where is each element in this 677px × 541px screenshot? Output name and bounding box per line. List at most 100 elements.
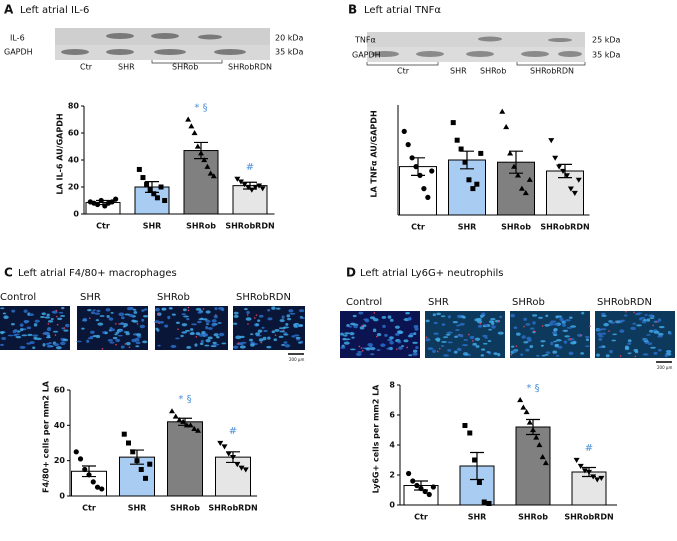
nucleus xyxy=(603,322,609,327)
nucleus xyxy=(262,336,267,341)
nucleus xyxy=(387,315,392,319)
micrograph xyxy=(510,311,590,358)
data-point xyxy=(462,423,468,428)
nucleus xyxy=(26,326,32,330)
nucleus xyxy=(425,338,431,342)
image-label: Control xyxy=(0,292,36,303)
nucleus xyxy=(205,310,211,314)
y-tick-label: 60 xyxy=(68,129,80,138)
data-point xyxy=(238,465,245,471)
nucleus xyxy=(175,337,180,340)
nucleus xyxy=(104,332,108,335)
nucleus xyxy=(499,315,503,319)
data-point xyxy=(575,177,582,183)
nucleus xyxy=(384,333,388,337)
nucleus xyxy=(159,321,164,324)
nucleus xyxy=(413,332,417,336)
nucleus xyxy=(283,341,288,344)
lane-label: SHR xyxy=(450,67,467,76)
nucleus xyxy=(124,313,131,316)
panel-title: Left atrial TNFα xyxy=(364,5,441,16)
bar xyxy=(497,161,535,216)
data-point xyxy=(234,176,241,182)
data-point xyxy=(126,440,131,446)
data-point xyxy=(109,199,115,205)
stain xyxy=(55,309,58,312)
nucleus xyxy=(45,336,51,339)
stain xyxy=(479,322,482,325)
data-point xyxy=(503,124,510,130)
annotation: * § xyxy=(178,394,191,405)
nucleus xyxy=(92,309,96,312)
nucleus xyxy=(364,318,370,323)
nucleus xyxy=(258,338,264,342)
nucleus xyxy=(205,319,211,323)
nucleus xyxy=(415,346,419,350)
nucleus xyxy=(598,337,603,341)
nucleus xyxy=(397,330,403,334)
data-point xyxy=(195,427,202,433)
nucleus xyxy=(114,333,118,336)
nucleus xyxy=(388,336,394,340)
nucleus xyxy=(273,338,278,342)
image-label: SHRob xyxy=(157,292,190,303)
nucleus xyxy=(92,335,99,338)
x-tick-label: SHR xyxy=(458,223,477,232)
nucleus xyxy=(244,308,248,311)
nucleus xyxy=(155,327,159,331)
data-point xyxy=(210,173,217,179)
nucleus xyxy=(493,352,498,356)
nucleus xyxy=(664,354,668,358)
data-point xyxy=(185,116,192,122)
nucleus xyxy=(544,353,549,356)
data-point xyxy=(90,479,96,485)
nucleus xyxy=(456,324,461,327)
data-point xyxy=(470,186,476,192)
nucleus xyxy=(353,325,358,329)
nucleus xyxy=(63,338,69,342)
data-point xyxy=(422,488,428,495)
nucleus xyxy=(642,353,649,356)
nucleus xyxy=(553,328,558,332)
nucleus xyxy=(433,332,439,335)
nucleus xyxy=(497,331,504,335)
nucleus xyxy=(553,333,558,337)
nucleus xyxy=(566,326,573,329)
nucleus xyxy=(414,327,419,331)
nucleus xyxy=(293,325,298,328)
nucleus xyxy=(433,321,438,325)
nucleus xyxy=(635,312,640,316)
nucleus xyxy=(394,332,400,336)
nucleus xyxy=(118,312,125,317)
annotation: # xyxy=(229,426,237,437)
nucleus xyxy=(540,344,544,347)
nucleus xyxy=(552,350,558,354)
data-point xyxy=(410,478,416,484)
nucleus xyxy=(232,345,239,349)
nucleus xyxy=(180,334,184,338)
nucleus xyxy=(548,322,554,326)
stain xyxy=(396,348,398,350)
nucleus xyxy=(649,314,653,318)
nucleus xyxy=(447,349,452,352)
nucleus xyxy=(181,331,188,334)
data-point xyxy=(405,142,411,148)
nucleus xyxy=(644,314,648,316)
nucleus xyxy=(23,309,28,313)
stain xyxy=(238,342,240,344)
nucleus xyxy=(200,339,204,343)
nucleus xyxy=(515,332,521,336)
nucleus xyxy=(0,307,5,310)
nucleus xyxy=(405,311,410,315)
y-tick-label: 40 xyxy=(68,156,80,165)
nucleus xyxy=(261,326,265,329)
nucleus xyxy=(646,318,651,322)
nucleus xyxy=(460,315,466,318)
y-tick-label: 0 xyxy=(73,210,79,219)
nucleus xyxy=(279,319,285,323)
x-tick-label: Ctr xyxy=(414,513,428,522)
annotation: # xyxy=(585,443,593,454)
nucleus xyxy=(455,328,460,331)
stain xyxy=(438,347,441,350)
nucleus xyxy=(627,339,632,343)
